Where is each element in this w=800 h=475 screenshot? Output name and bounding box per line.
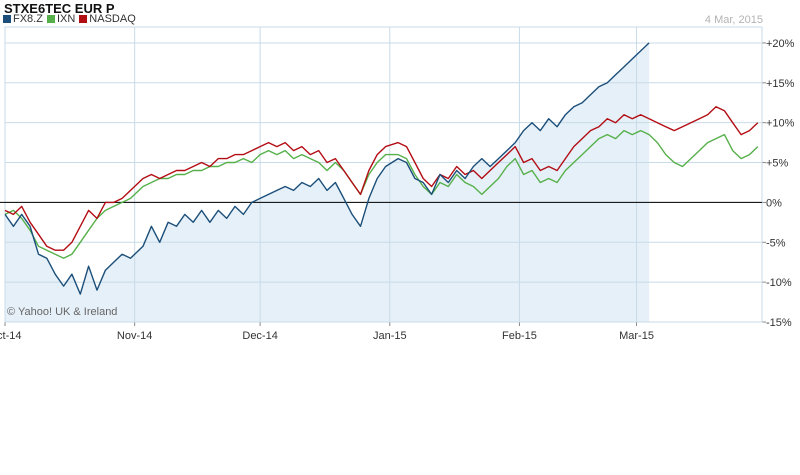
y-tick-label: -10% [766,277,792,289]
legend-item-nasdaq[interactable]: NASDAQ [79,13,136,25]
x-tick-label: Nov-14 [117,330,152,340]
legend-label-fx8z: FX8.Z [13,13,43,25]
plot-frame [4,26,763,323]
x-tick-label: Dec-14 [242,330,277,340]
series-line-nasdaq [4,105,759,251]
y-tick-label: +20% [766,38,795,50]
x-tick-label: Oct-14 [0,330,22,340]
legend-swatch-ixn [46,15,55,23]
copyright-credit: © Yahoo! UK & Ireland [7,306,118,318]
chart-title: STXE6TEC EUR P [4,1,115,16]
y-tick-label: +15% [766,78,795,90]
x-tick-label: Feb-15 [502,330,537,340]
series-line-ixn [4,129,759,259]
legend-label-nasdaq: NASDAQ [89,13,136,25]
legend: FX8.Z IXN NASDAQ [3,13,136,25]
series-area-fx8z [5,42,650,323]
y-tick-label: -5% [766,237,786,249]
legend-swatch-nasdaq [79,15,88,23]
legend-item-fx8z[interactable]: FX8.Z [3,13,43,25]
y-tick-label: +5% [766,158,789,170]
y-tick-label: -15% [766,317,792,329]
chart-date: 4 Mar, 2015 [704,14,763,26]
legend-item-ixn[interactable]: IXN [46,13,76,25]
y-tick-label: +10% [766,118,795,130]
x-tick-label: Mar-15 [619,330,654,340]
x-tick-label: Jan-15 [373,330,407,340]
chart-canvas[interactable]: +20% +15% +10% +5% 0% -5% -10% -15% Oct-14 Nov-14… [0,0,800,340]
legend-label-ixn: IXN [56,13,76,25]
legend-swatch-fx8z [3,15,11,23]
series-line-fx8z [4,42,650,295]
y-tick-label: 0% [766,197,782,209]
